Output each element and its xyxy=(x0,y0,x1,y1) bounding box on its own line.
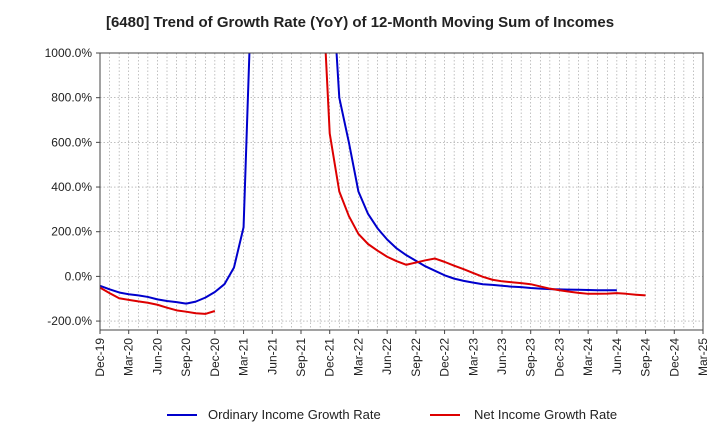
chart-title: [6480] Trend of Growth Rate (YoY) of 12-… xyxy=(105,14,615,31)
y-tick-label: 400.0% xyxy=(51,180,92,194)
x-tick-label: Jun-22 xyxy=(380,338,394,375)
x-tick-label: Dec-24 xyxy=(667,338,681,377)
x-tick-label: Dec-23 xyxy=(552,338,566,377)
x-tick-label: Sep-21 xyxy=(294,338,308,377)
legend-label-net: Net Income Growth Rate xyxy=(474,407,617,422)
net-income-line xyxy=(100,53,646,315)
legend: Ordinary Income Growth Rate Net Income G… xyxy=(167,407,617,422)
y-tick-label: 200.0% xyxy=(51,225,92,239)
x-tick-label: Mar-22 xyxy=(351,338,365,376)
ordinary-income-line xyxy=(100,53,617,305)
series-lines xyxy=(100,53,646,315)
plot-frame xyxy=(99,52,704,331)
x-tick-label: Mar-20 xyxy=(122,338,136,376)
x-tick-label: Dec-20 xyxy=(208,338,222,377)
x-axis-ticks: Dec-19 Mar-20 Jun-20 Sep-20 Dec-20 Mar-21 Jun-… xyxy=(93,330,710,377)
x-tick-label: Dec-21 xyxy=(323,338,337,377)
y-tick-label: -200.0% xyxy=(47,314,92,328)
y-axis-ticks: -200.0% 0.0% 200.0% 400.0% 600.0% 800.0% 1000.… xyxy=(45,46,100,328)
legend-label-ordinary: Ordinary Income Growth Rate xyxy=(208,407,381,422)
x-tick-label: Sep-22 xyxy=(409,338,423,377)
x-tick-label: Mar-24 xyxy=(581,338,595,376)
x-tick-label: Jun-21 xyxy=(265,338,279,375)
y-tick-label: 1000.0% xyxy=(45,46,93,60)
x-tick-label: Jun-23 xyxy=(495,338,509,375)
y-tick-label: 600.0% xyxy=(51,135,92,149)
x-tick-label: Dec-19 xyxy=(93,338,107,377)
x-tick-label: Mar-23 xyxy=(466,338,480,376)
x-tick-label: Sep-23 xyxy=(524,338,538,377)
x-tick-label: Mar-21 xyxy=(237,338,251,376)
x-tick-label: Dec-22 xyxy=(438,338,452,377)
x-tick-label: Sep-24 xyxy=(639,338,653,377)
x-tick-label: Jun-20 xyxy=(150,338,164,375)
grid xyxy=(100,52,703,330)
y-tick-label: 800.0% xyxy=(51,91,92,105)
x-tick-label: Sep-20 xyxy=(179,338,193,377)
x-tick-label: Jun-24 xyxy=(610,338,624,375)
x-tick-label: Mar-25 xyxy=(696,338,710,376)
y-tick-label: 0.0% xyxy=(65,269,93,283)
